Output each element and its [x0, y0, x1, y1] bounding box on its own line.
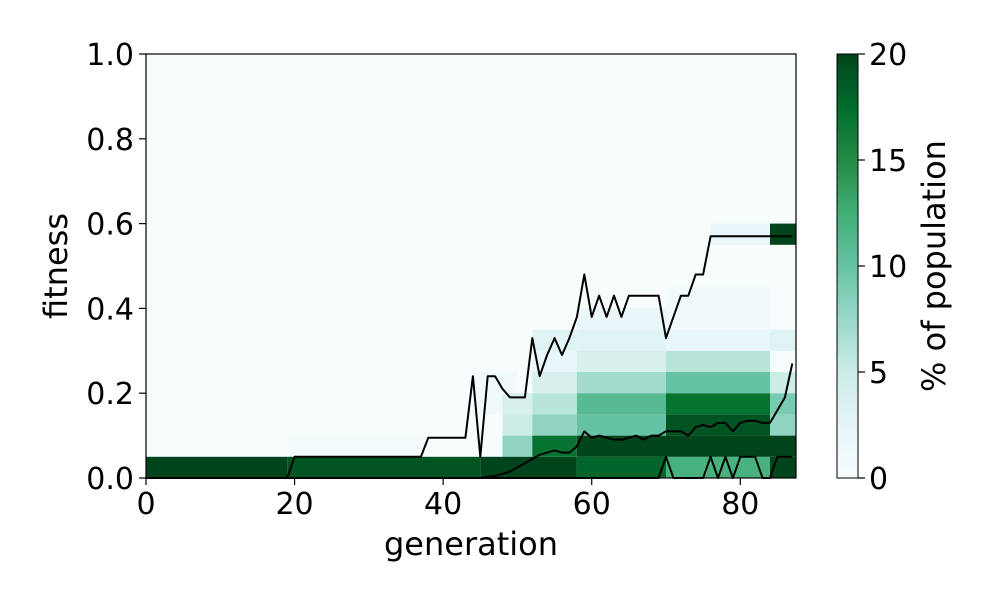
heatmap-cell	[666, 393, 770, 415]
heatmap-cell	[666, 350, 770, 372]
heatmap-cell	[532, 393, 577, 415]
heatmap-layer	[146, 54, 796, 478]
heatmap-cell	[770, 223, 796, 245]
fitness-line-1	[146, 235, 793, 479]
plot-frame	[145, 53, 797, 479]
heatmap-cell	[576, 414, 666, 436]
y-tick-label: 0.8	[86, 123, 134, 158]
colorbar-tick-label: 5	[869, 356, 888, 391]
x-tick-label: 60	[573, 487, 611, 522]
heatmap-cell	[576, 456, 666, 478]
heatmap-cell	[666, 287, 770, 330]
y-tick-label: 0.2	[86, 377, 134, 412]
y-axis: 0.0 0.2 0.4 0.6 0.8 1.0	[86, 38, 146, 497]
y-tick-label: 0.6	[86, 208, 134, 243]
heatmap-cell	[532, 414, 577, 436]
heatmap-cell	[770, 435, 796, 457]
x-tick-label: 80	[721, 487, 759, 522]
heatmap-cell	[576, 372, 666, 394]
heatmap-cell	[666, 329, 770, 351]
heatmap-cell	[770, 414, 796, 436]
heatmap-cell	[532, 372, 577, 394]
heatmap-cell	[502, 393, 533, 415]
colorbar-tick-label: 20	[869, 38, 907, 73]
colorbar-tick-label: 15	[869, 144, 907, 179]
colorbar-ticks: 0 5 10 15 20	[858, 38, 907, 497]
x-tick-label: 40	[424, 487, 462, 522]
colorbar-tick-label: 10	[869, 250, 907, 285]
y-tick-label: 0.0	[86, 462, 134, 497]
heatmap-cell	[576, 393, 666, 415]
y-axis-label: fitness	[37, 213, 75, 319]
heatmap-cell	[666, 372, 770, 394]
colorbar-label: % of population	[915, 140, 953, 392]
heatmap-cell	[666, 435, 770, 457]
heatmap-cell	[502, 435, 533, 457]
heatmap-cell	[666, 456, 770, 478]
heatmap-cell	[576, 329, 666, 351]
heatmap-cell	[502, 414, 533, 436]
heatmap-cell	[770, 393, 796, 415]
x-axis: 0 20 40 60 80	[136, 478, 759, 522]
heatmap-cell	[710, 223, 770, 245]
heatmap-cell	[770, 329, 796, 351]
heatmap-cell	[576, 308, 666, 330]
heatmap-cell	[532, 435, 577, 457]
heatmap-cell	[576, 350, 666, 372]
y-tick-label: 0.4	[86, 292, 134, 327]
fitness-line-2	[146, 363, 794, 479]
colorbar	[836, 53, 859, 479]
heatmap-cell	[576, 435, 666, 457]
colorbar-tick-label: 0	[869, 462, 888, 497]
y-tick-label: 1.0	[86, 38, 134, 73]
heatmap-cell	[146, 456, 288, 478]
x-axis-label: generation	[384, 525, 558, 563]
x-tick-label: 20	[275, 487, 313, 522]
heatmap-cell	[287, 456, 481, 478]
x-tick-label: 0	[136, 487, 155, 522]
heatmap-cell	[287, 435, 429, 457]
heatmap-cell	[770, 372, 796, 394]
